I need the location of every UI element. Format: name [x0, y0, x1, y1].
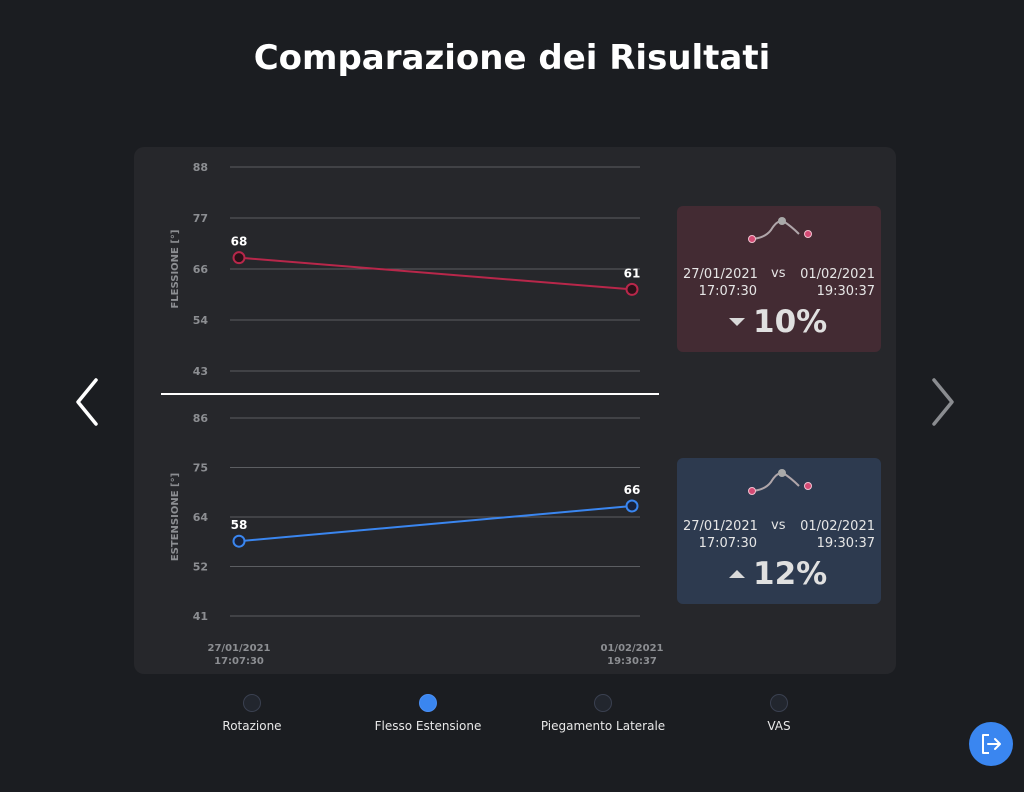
tab-label: Flesso Estensione	[374, 719, 482, 733]
change-value: 12%	[753, 556, 828, 592]
series-line	[238, 256, 633, 291]
flexion-summary-card: 27/01/2021 17:07:30 vs 01/02/2021 19:30:…	[677, 206, 881, 352]
chevron-left-icon	[76, 378, 98, 426]
y-tick-label: 88	[193, 161, 208, 174]
tab-indicator	[594, 694, 612, 712]
data-label: 68	[231, 235, 248, 249]
trend-icon	[748, 217, 812, 243]
date-to-date: 01/02/2021	[800, 267, 875, 282]
tab-indicator	[243, 694, 261, 712]
next-button[interactable]	[928, 374, 958, 430]
y-tick-label: 52	[193, 561, 208, 574]
data-point	[625, 499, 639, 513]
y-tick-label: 43	[193, 365, 208, 378]
date-to-date: 01/02/2021	[800, 519, 875, 534]
y-tick-label: 64	[193, 511, 209, 524]
previous-button[interactable]	[72, 374, 102, 430]
tab-indicator-active	[419, 694, 437, 712]
change-indicator: 12%	[729, 554, 827, 594]
tab-indicator	[770, 694, 788, 712]
tab-vas[interactable]: VAS	[699, 694, 859, 733]
caret-up-icon	[729, 570, 745, 578]
y-tick-label: 75	[193, 462, 208, 475]
vs-label: vs	[771, 518, 786, 533]
tab-flesso-estensione[interactable]: Flesso Estensione	[348, 694, 508, 733]
exit-button[interactable]	[969, 722, 1013, 766]
x-tick-label-time: 17:07:30	[214, 656, 264, 667]
data-point	[625, 282, 639, 296]
date-to: 01/02/2021 19:30:37	[795, 518, 875, 552]
date-from: 27/01/2021 17:07:30	[683, 518, 758, 552]
trend-icon	[748, 469, 812, 495]
data-label: 66	[624, 483, 641, 497]
caret-down-icon	[729, 318, 745, 326]
comparison-panel: 88 77 66 54 43 FLESSIONE [°] 68 61 86 75 64 52 41 EST…	[134, 147, 896, 674]
page-title: Comparazione dei Risultati	[253, 38, 771, 78]
tab-piegamento-laterale[interactable]: Piegamento Laterale	[523, 694, 683, 733]
y-axis-label: ESTENSIONE [°]	[170, 473, 181, 561]
date-from-time: 17:07:30	[698, 536, 757, 551]
x-tick-label-date: 27/01/2021	[208, 643, 271, 654]
date-to-time: 19:30:37	[816, 284, 875, 299]
y-tick-label: 77	[193, 212, 208, 225]
data-point	[232, 534, 246, 548]
date-from-date: 27/01/2021	[683, 519, 758, 534]
x-tick-label-date: 01/02/2021	[601, 643, 664, 654]
chevron-right-icon	[932, 378, 954, 426]
date-from-date: 27/01/2021	[683, 267, 758, 282]
tab-label: Rotazione	[222, 719, 282, 733]
x-tick-label-time: 19:30:37	[607, 656, 657, 667]
change-indicator: 10%	[729, 302, 827, 342]
vs-label: vs	[771, 266, 786, 281]
data-point	[232, 251, 246, 265]
extension-summary-card: 27/01/2021 17:07:30 vs 01/02/2021 19:30:…	[677, 458, 881, 604]
tab-label: Piegamento Laterale	[540, 719, 666, 733]
exit-icon	[982, 734, 1001, 754]
tab-rotazione[interactable]: Rotazione	[172, 694, 332, 733]
y-tick-label: 54	[193, 314, 209, 327]
y-axis-label: FLESSIONE [°]	[170, 229, 181, 308]
data-label: 58	[231, 518, 248, 532]
date-to-time: 19:30:37	[816, 536, 875, 551]
y-tick-label: 41	[193, 610, 208, 623]
series-line	[238, 505, 633, 543]
comparison-chart: 88 77 66 54 43 FLESSIONE [°] 68 61 86 75 64 52 41 EST…	[161, 161, 664, 667]
y-tick-label: 86	[193, 412, 209, 425]
tab-label: VAS	[767, 719, 791, 733]
change-value: 10%	[753, 304, 828, 340]
y-tick-label: 66	[193, 263, 209, 276]
date-to: 01/02/2021 19:30:37	[795, 266, 875, 300]
date-from: 27/01/2021 17:07:30	[683, 266, 758, 300]
data-label: 61	[624, 266, 641, 280]
date-from-time: 17:07:30	[698, 284, 757, 299]
